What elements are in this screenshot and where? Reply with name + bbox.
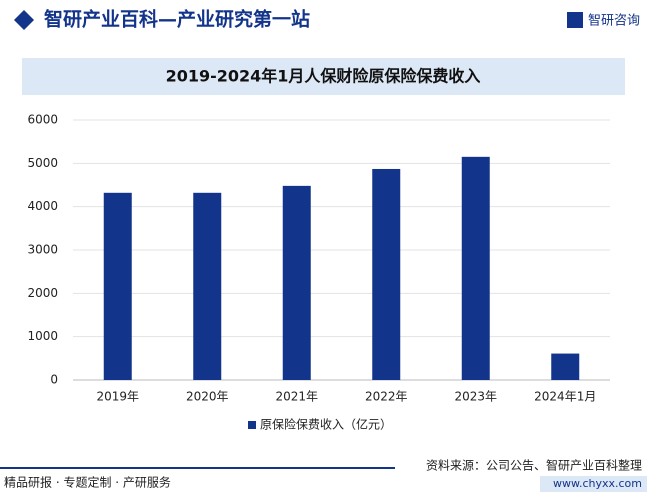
y-tick-label: 3000 xyxy=(27,243,58,257)
bar xyxy=(282,185,311,380)
footer-source: 资料来源：公司公告、智研产业百科整理 xyxy=(426,458,642,473)
legend-swatch xyxy=(248,421,256,429)
bar xyxy=(372,168,401,380)
bar xyxy=(551,353,580,380)
footer-left: 精品研报 · 专题定制 · 产研服务 xyxy=(4,475,171,490)
x-tick-label: 2020年 xyxy=(186,390,229,404)
x-tick-label: 2019年 xyxy=(96,390,139,404)
x-tick-label: 2024年1月 xyxy=(534,390,596,404)
bar xyxy=(461,156,490,380)
bar xyxy=(193,192,222,380)
logo-text: 智研咨询 xyxy=(588,14,640,29)
y-tick-label: 4000 xyxy=(27,199,58,213)
url-box xyxy=(540,476,647,492)
y-tick-label: 5000 xyxy=(27,156,58,170)
header-icon xyxy=(14,10,34,30)
x-tick-label: 2023年 xyxy=(454,390,497,404)
bar xyxy=(103,192,132,380)
y-tick-label: 0 xyxy=(50,373,58,387)
x-tick-label: 2022年 xyxy=(365,390,408,404)
footer-url: www.chyxx.com xyxy=(553,477,642,490)
legend-label: 原保险保费收入（亿元） xyxy=(260,417,392,432)
title-box xyxy=(22,58,625,95)
y-tick-label: 6000 xyxy=(27,113,58,127)
logo-icon xyxy=(567,12,583,28)
y-tick-label: 2000 xyxy=(27,286,58,300)
header-title: 智研产业百科—产业研究第一站 xyxy=(44,8,310,31)
x-tick-label: 2021年 xyxy=(275,390,318,404)
y-tick-label: 1000 xyxy=(27,329,58,343)
chart-title: 2019-2024年1月人保财险原保险保费收入 xyxy=(166,67,481,86)
